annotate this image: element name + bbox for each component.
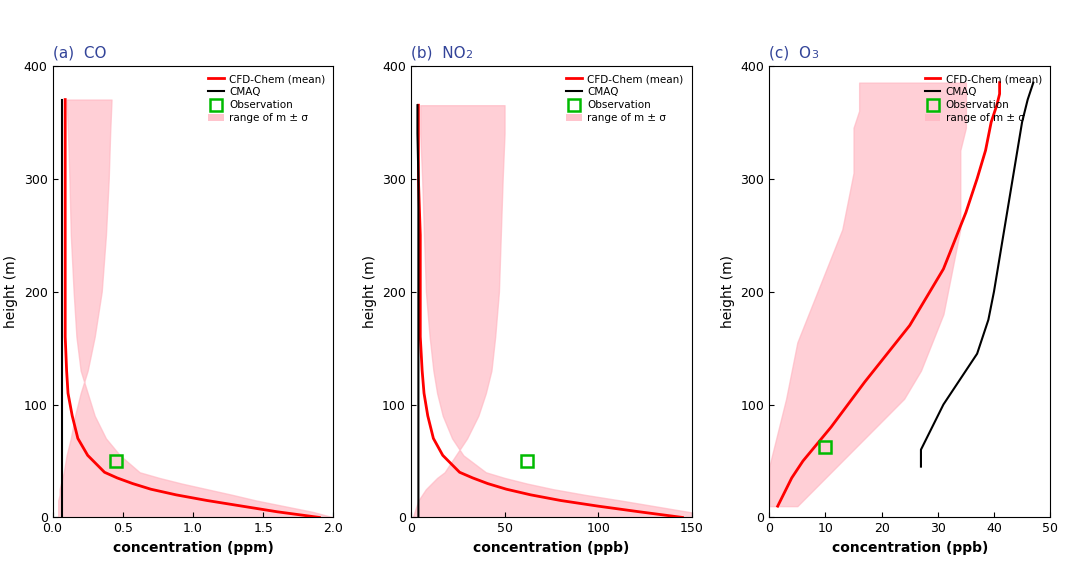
Text: (c)  O: (c) O bbox=[769, 45, 812, 60]
Text: (a)  CO: (a) CO bbox=[53, 45, 106, 60]
Y-axis label: height (m): height (m) bbox=[362, 255, 377, 328]
Text: (b)  NO: (b) NO bbox=[411, 45, 465, 60]
Text: 2: 2 bbox=[465, 50, 473, 60]
Text: 3: 3 bbox=[812, 50, 818, 60]
Legend: CFD-Chem (mean), CMAQ, Observation, range of m ± σ: CFD-Chem (mean), CMAQ, Observation, rang… bbox=[564, 71, 687, 126]
X-axis label: concentration (ppb): concentration (ppb) bbox=[473, 541, 630, 555]
Legend: CFD-Chem (mean), CMAQ, Observation, range of m ± σ: CFD-Chem (mean), CMAQ, Observation, rang… bbox=[922, 71, 1045, 126]
Y-axis label: height (m): height (m) bbox=[4, 255, 18, 328]
X-axis label: concentration (ppb): concentration (ppb) bbox=[832, 541, 988, 555]
Legend: CFD-Chem (mean), CMAQ, Observation, range of m ± σ: CFD-Chem (mean), CMAQ, Observation, rang… bbox=[204, 71, 328, 126]
X-axis label: concentration (ppm): concentration (ppm) bbox=[113, 541, 274, 555]
Y-axis label: height (m): height (m) bbox=[721, 255, 735, 328]
